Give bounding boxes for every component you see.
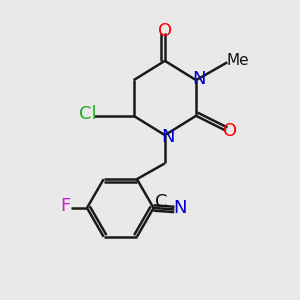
Text: N: N bbox=[192, 70, 206, 88]
Text: Me: Me bbox=[226, 53, 249, 68]
Text: N: N bbox=[161, 128, 175, 146]
Text: F: F bbox=[60, 197, 70, 215]
Text: C: C bbox=[154, 193, 167, 211]
Text: O: O bbox=[158, 22, 172, 40]
Text: N: N bbox=[173, 199, 187, 217]
Text: O: O bbox=[223, 122, 237, 140]
Text: Cl: Cl bbox=[79, 105, 96, 123]
